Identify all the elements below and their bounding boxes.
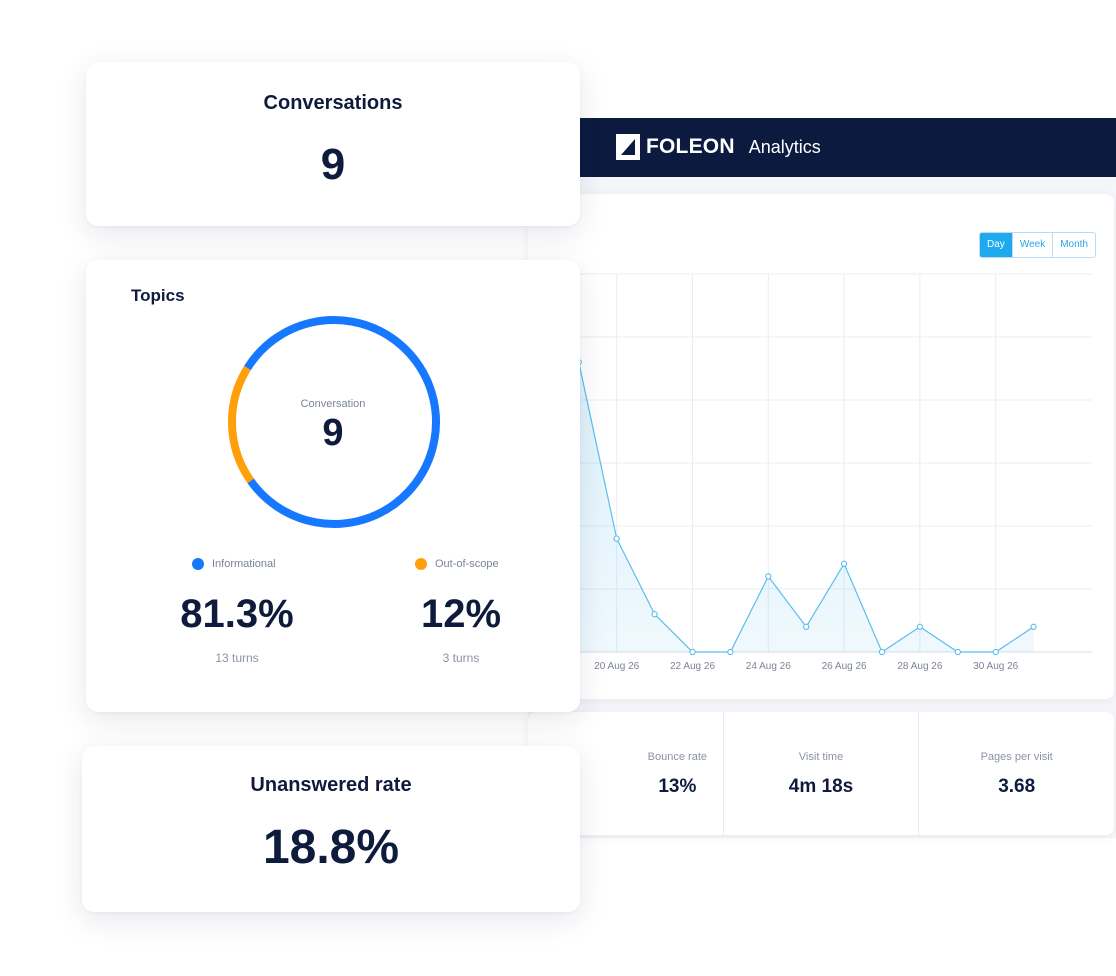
topics-card: Topics Conversation 9 Informational Out-…	[86, 260, 580, 712]
legend-label: Out-of-scope	[435, 558, 499, 570]
x-tick-label: 20 Aug 26	[594, 661, 639, 672]
x-tick-label: 26 Aug 26	[822, 661, 867, 672]
out-of-scope-turns: 3 turns	[442, 651, 480, 665]
x-tick-label: 24 Aug 26	[746, 661, 791, 672]
stat-pages-per-visit: Pages per visit 3.68	[919, 712, 1114, 835]
range-week-button[interactable]: Week	[1012, 233, 1054, 257]
stat-bounce-rate: Bounce rate 13%	[528, 712, 724, 835]
card-title: Topics	[131, 286, 185, 305]
analytics-header: FOLEON Analytics	[528, 118, 1116, 177]
x-tick-label: 30 Aug 26	[973, 661, 1018, 672]
range-month-button[interactable]: Month	[1053, 233, 1095, 257]
unanswered-rate-value: 18.8%	[262, 821, 400, 874]
stat-value: 3.68	[998, 776, 1036, 797]
stat-label: Visit time	[798, 751, 844, 763]
foleon-logo-icon	[616, 134, 640, 160]
chart-point	[613, 535, 620, 542]
informational-turns: 13 turns	[215, 651, 259, 665]
chart-point	[727, 648, 734, 656]
conversations-count: 9	[320, 140, 346, 189]
donut-segment-out-of-scope	[228, 316, 440, 528]
legend-label: Informational	[212, 558, 276, 570]
stat-value: 4m 18s	[788, 776, 854, 797]
brand-section: Analytics	[748, 136, 821, 157]
stat-value: 13%	[658, 776, 697, 797]
card-title: Unanswered rate	[250, 774, 412, 796]
topics-donut-chart	[226, 314, 442, 530]
chart-point	[992, 648, 999, 656]
legend-informational: Informational	[192, 558, 276, 570]
unanswered-rate-card: Unanswered rate 18.8%	[82, 746, 580, 912]
chart-point	[803, 623, 810, 630]
range-toggle: Day Week Month	[979, 232, 1096, 258]
chart-point	[651, 611, 658, 618]
card-title: Conversations	[263, 92, 403, 114]
stat-visit-time: Visit time 4m 18s	[724, 712, 920, 835]
range-day-button[interactable]: Day	[980, 233, 1013, 257]
chart-point	[878, 648, 886, 656]
legend-dot-blue	[192, 558, 204, 570]
x-tick-label: 22 Aug 26	[670, 661, 715, 672]
chart-point	[916, 623, 924, 630]
stats-row: Bounce rate 13% Visit time 4m 18s Pages …	[528, 712, 1114, 835]
brand-name: FOLEON	[646, 135, 735, 158]
legend-out-of-scope: Out-of-scope	[415, 558, 499, 570]
chart-area-fill	[528, 311, 1034, 652]
chart-point	[765, 573, 772, 580]
stat-label: Pages per visit	[980, 751, 1053, 763]
stat-label: Bounce rate	[647, 751, 707, 763]
brand: FOLEON Analytics	[616, 134, 821, 160]
x-tick-label: 28 Aug 26	[897, 661, 942, 672]
chart-point	[1030, 623, 1037, 630]
donut-value: 9	[322, 412, 344, 454]
informational-percent: 81.3%	[180, 592, 294, 636]
chart-point	[689, 648, 696, 656]
donut-label: Conversation	[300, 398, 366, 410]
chart-point	[840, 560, 848, 567]
conversations-card: Conversations 9	[86, 62, 580, 226]
legend-dot-orange	[415, 558, 427, 570]
analytics-window: FOLEON Analytics Day Week Month 18 Aug 2…	[528, 118, 1116, 838]
out-of-scope-percent: 12%	[420, 592, 502, 636]
chart-point	[954, 648, 961, 656]
donut-svg	[228, 316, 440, 528]
